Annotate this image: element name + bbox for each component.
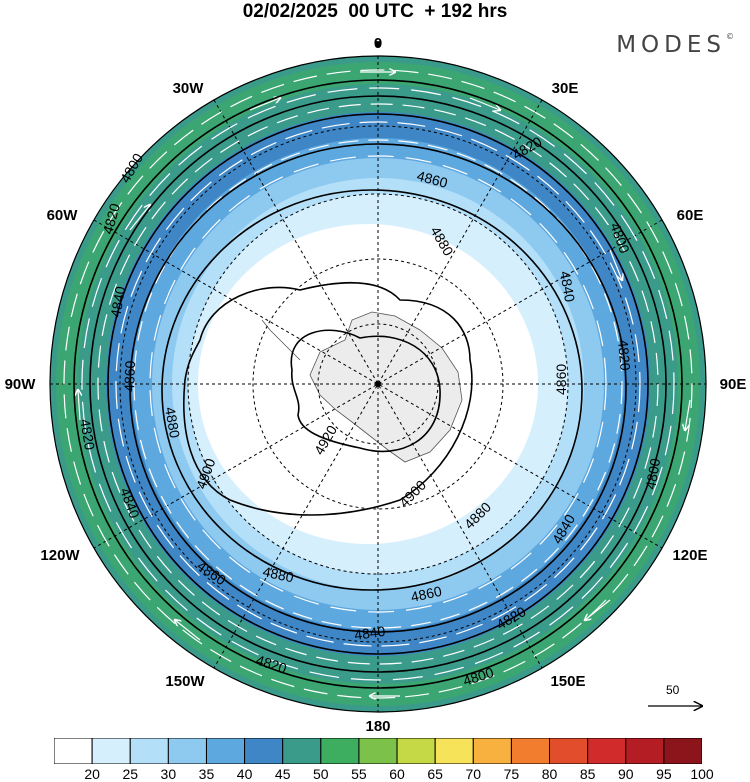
lon-label-60w: 60W	[47, 207, 79, 224]
colorbar-swatch	[549, 738, 589, 764]
lon-label-90w: 90W	[5, 376, 37, 393]
streamlines	[63, 70, 693, 698]
contour-label-4860: 4860	[121, 360, 138, 392]
colorbar-swatch	[244, 738, 284, 764]
colorbar-swatch	[54, 738, 93, 764]
colorbar-swatch	[358, 738, 398, 764]
colorbar-tick-label: 45	[274, 766, 291, 782]
colorbar-tick-label: 65	[427, 766, 443, 782]
colorbar-tick-label: 100	[690, 766, 714, 782]
contour-label-4880-south: 4880	[261, 563, 295, 585]
colorbar-swatch	[129, 738, 169, 764]
colorbar-tick-label: 30	[160, 766, 177, 782]
colorbar-tick-label: 70	[465, 766, 482, 782]
lon-label-0: 0	[374, 35, 382, 52]
brand-name: MODES	[616, 32, 726, 58]
colorbar-tick-label: 40	[236, 766, 253, 782]
colorbar-tick-label: 60	[389, 766, 405, 782]
pole-marker	[375, 41, 381, 387]
lon-label-150w: 150W	[165, 673, 205, 690]
lon-label-60e: 60E	[677, 207, 704, 224]
colorbar-tick-label: 85	[579, 766, 596, 782]
contour-label-4820: 4820	[99, 201, 123, 235]
colorbar	[54, 738, 702, 764]
colorbar-swatch	[663, 738, 702, 764]
colorbar-tick-label: 95	[656, 766, 672, 782]
reference-vector-label: 50	[666, 683, 680, 697]
colorbar-tick-label: 20	[84, 766, 100, 782]
colorbar-tick-label: 80	[541, 766, 558, 782]
colorbar-tick-label: 35	[198, 766, 215, 782]
lon-label-120w: 120W	[40, 547, 80, 564]
brand-logo: MODES©	[616, 32, 734, 58]
contour-label-4820-east-2: 4820	[615, 339, 634, 372]
colorbar-swatch	[91, 738, 131, 764]
colorbar-tick-label: 50	[313, 766, 329, 782]
colorbar-tick-label: 90	[617, 766, 634, 782]
colorbar-swatch	[510, 738, 551, 764]
contour-label-4820-west: 4820	[77, 418, 98, 452]
colorbar-tick-label: 75	[503, 766, 520, 782]
colorbar-tick-label: 55	[351, 766, 367, 782]
lon-label-30w: 30W	[173, 80, 205, 97]
longitude-labels: 0 30E 60E 90E 120E 150E 180 150W 120W 90…	[5, 35, 747, 735]
colorbar-swatch	[472, 738, 512, 764]
map-border	[49, 55, 707, 713]
colorbar-swatch	[167, 738, 207, 764]
colorbar-swatch	[625, 738, 665, 764]
contour-label-4800-east-2: 4800	[642, 457, 663, 491]
lon-label-180: 180	[365, 718, 390, 735]
colorbar-swatch	[320, 738, 360, 764]
colorbar-swatch	[587, 738, 627, 764]
lon-label-90e: 90E	[720, 376, 747, 393]
copyright-mark: ©	[726, 32, 734, 41]
colorbar-swatch	[434, 738, 474, 764]
colorbar-tick-label: 25	[122, 766, 139, 782]
height-contours	[73, 79, 683, 689]
lon-label-30e: 30E	[552, 80, 579, 97]
contour-label-4880-west: 4880	[162, 406, 183, 440]
contour-label-4860-east: 4860	[553, 364, 569, 395]
contour-label-4860-north: 4860	[415, 167, 449, 191]
lon-label-120e: 120E	[672, 547, 707, 564]
contour-label-4840-east: 4840	[557, 270, 578, 304]
colorbar-swatch	[396, 738, 436, 764]
colorbar-swatch	[205, 738, 246, 764]
graticule	[50, 56, 706, 712]
contour-label-4840-south: 4840	[353, 623, 386, 643]
contour-label-4840: 4840	[107, 285, 128, 319]
map-title: 02/02/2025 00 UTC + 192 hrs	[242, 1, 508, 22]
lon-label-150e: 150E	[550, 673, 585, 690]
contour-label-4860-south: 4860	[409, 583, 443, 605]
colorbar-swatch	[282, 738, 322, 764]
